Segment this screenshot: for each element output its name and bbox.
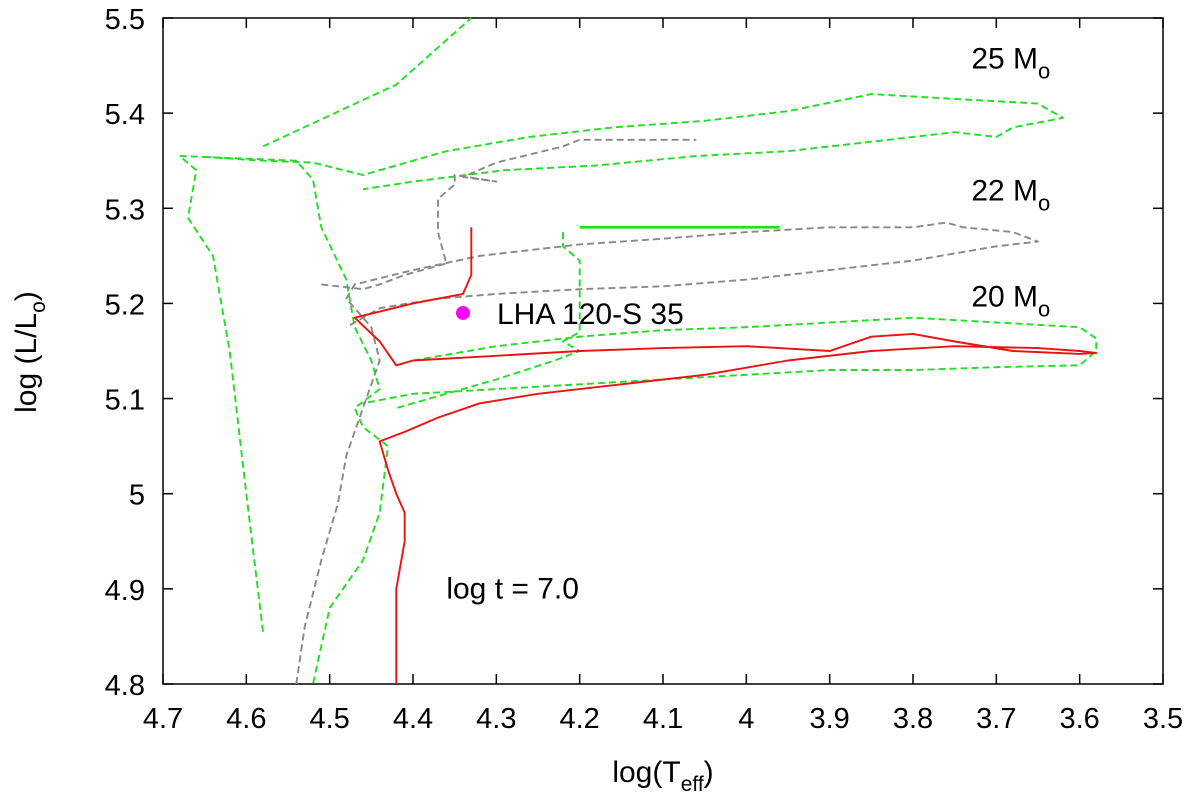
axis-ticks bbox=[162, 17, 1164, 685]
track-series bbox=[178, 17, 1098, 685]
x-tick-labels: 4.7 4.6 4.5 4.4 4.3 4.2 4.1 4 3.9 3.8 3.7 3.6 3.5 bbox=[143, 703, 1183, 735]
series-line-green-2 bbox=[262, 17, 472, 148]
y-tick-label: 5.3 bbox=[105, 194, 145, 226]
y-tick-label: 5.2 bbox=[105, 289, 145, 321]
x-tick-label: 4.1 bbox=[643, 703, 683, 735]
track-annotations: 25 Mo 22 Mo 20 Mo log t = 7.0 bbox=[446, 42, 1050, 605]
data-points: LHA 120-S 35 bbox=[456, 298, 684, 331]
y-tick-label: 5.5 bbox=[105, 4, 145, 36]
series-line-green-1 bbox=[178, 155, 389, 685]
series-line-gray-7 bbox=[295, 221, 1039, 685]
x-tick-label: 4.2 bbox=[560, 703, 600, 735]
x-axis-label: log(Teff) bbox=[612, 756, 713, 796]
annotation-label-4: log t = 7.0 bbox=[446, 572, 579, 605]
x-tick-label: 4.5 bbox=[310, 703, 350, 735]
series-line-green-3 bbox=[204, 93, 1064, 191]
annotation-label-2: 22 Mo bbox=[971, 175, 1050, 216]
y-tick-labels: 4.8 4.9 5 5.1 5.2 5.3 5.4 5.5 bbox=[105, 4, 145, 702]
x-tick-label: 3.5 bbox=[1143, 703, 1183, 735]
series-line-gray-8 bbox=[321, 138, 697, 291]
x-tick-label: 4.7 bbox=[143, 703, 183, 735]
x-tick-label: 3.9 bbox=[810, 703, 850, 735]
y-tick-label: 4.9 bbox=[105, 575, 145, 607]
y-tick-label: 4.8 bbox=[105, 670, 145, 702]
x-tick-label: 4.3 bbox=[476, 703, 516, 735]
annotation-label-3: 20 Mo bbox=[971, 280, 1050, 321]
y-tick-label: 5 bbox=[129, 480, 145, 512]
series-line-green-5 bbox=[362, 316, 1098, 405]
x-tick-label: 3.6 bbox=[1060, 703, 1100, 735]
y-tick-label: 5.1 bbox=[105, 385, 145, 417]
x-tick-label: 4.4 bbox=[393, 703, 433, 735]
y-tick-label: 5.4 bbox=[105, 99, 145, 131]
series-line-green-4 bbox=[396, 232, 581, 410]
x-tick-label: 3.7 bbox=[976, 703, 1016, 735]
y-axis-label: log (L/Lo) bbox=[10, 291, 50, 413]
star-point-marker bbox=[456, 305, 470, 320]
series-line-red-9 bbox=[353, 227, 1098, 684]
star-point-label: LHA 120-S 35 bbox=[497, 298, 684, 331]
x-tick-label: 4.6 bbox=[226, 703, 266, 735]
annotation-label-1: 25 Mo bbox=[971, 42, 1050, 83]
x-tick-label: 3.8 bbox=[893, 703, 933, 735]
x-tick-label: 4 bbox=[738, 703, 754, 735]
